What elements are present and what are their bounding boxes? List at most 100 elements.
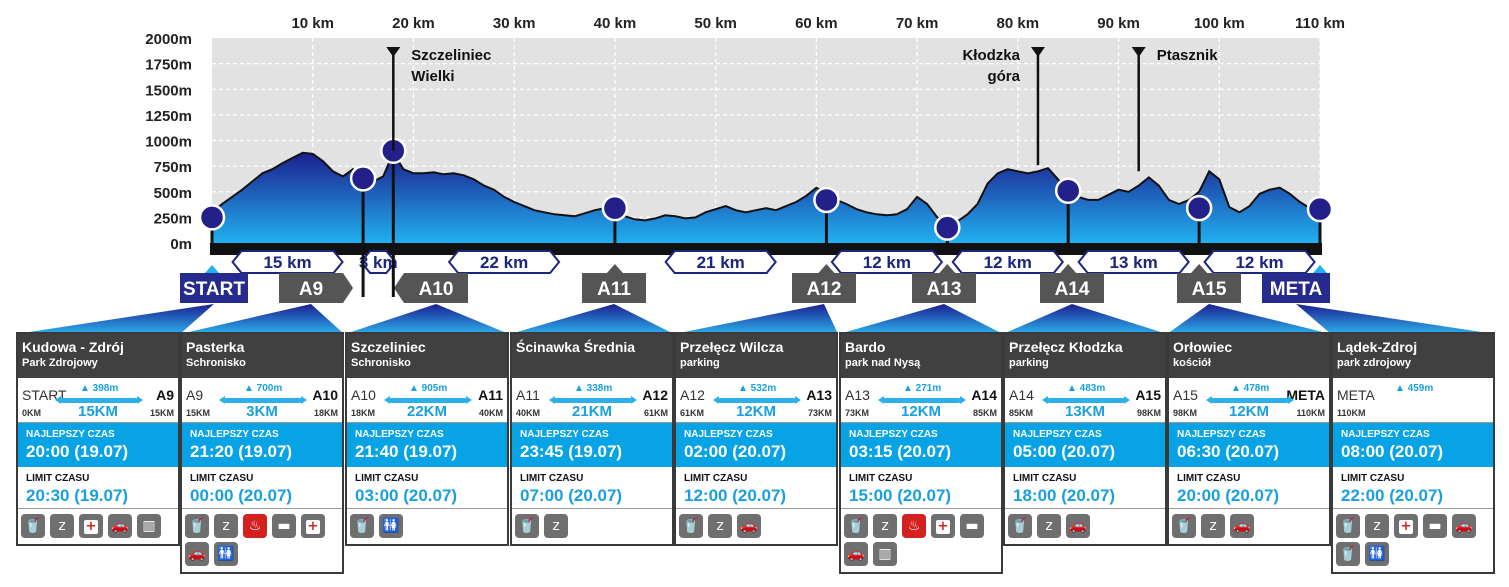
location-subtitle: Park Zdrojowy: [22, 357, 98, 369]
amenity-icons: 🥤 z 🚗: [676, 509, 836, 544]
location-name: Ścinawka Średnia: [516, 339, 636, 355]
peak-triangle-icon: [1131, 47, 1146, 57]
segment-elevation: ▲ 532m: [738, 383, 777, 394]
drink-icon: 🥤: [21, 514, 45, 538]
checkpoint-label: A10: [419, 279, 454, 300]
segment-to-km: 85KM: [972, 408, 997, 418]
segment-from-km: 110KM: [1337, 408, 1366, 418]
amenity-icons: 🥤 z + ▬ 🚗 🥤 🚻: [1333, 509, 1493, 572]
checkpoint-marker: [1306, 195, 1334, 223]
card-header: Szczeliniec Schronisko: [347, 334, 507, 378]
segment-arrow: [713, 396, 801, 404]
segment-distance: 12KM: [735, 403, 776, 420]
luggage-icon: ▥: [137, 514, 161, 538]
time-limit-label: LIMIT CZASU: [355, 473, 419, 484]
segment-info: A15 META 98KM 110KM ▲ 478m 12KM: [1169, 378, 1329, 423]
segment-info: A13 A14 73KM 85KM ▲ 271m 12KM: [841, 378, 1001, 423]
location-name: Kudowa - Zdrój: [22, 339, 124, 355]
segment-distance: 22KM: [406, 403, 447, 420]
best-time-value: 08:00 (20.07): [1341, 442, 1444, 461]
location-subtitle: park nad Nysą: [845, 357, 921, 369]
x-tick-label: 70 km: [896, 15, 939, 32]
segment-arrow: [1042, 396, 1130, 404]
time-limit: LIMIT CZASU 18:00 (20.07): [1005, 467, 1165, 509]
segment-distance-label: 13 km: [1110, 253, 1158, 272]
card-header: Pasterka Schronisko: [182, 334, 342, 378]
location-subtitle: parking: [680, 357, 720, 369]
segment-info: A10 A11 18KM 40KM ▲ 905m 22KM: [347, 378, 507, 423]
segment-arrow: [1206, 396, 1294, 404]
segment-arrow: [878, 396, 966, 404]
best-time: NAJLEPSZY CZAS 08:00 (20.07): [1333, 423, 1493, 467]
segment-from-km: 18KM: [351, 408, 376, 418]
drink-icon: 🥤: [515, 514, 539, 538]
checkpoint-label-box: [180, 273, 248, 303]
sleep-icon: z: [544, 514, 568, 538]
checkpoint-connector: [839, 304, 1003, 334]
time-limit-label: LIMIT CZASU: [1341, 473, 1405, 484]
time-limit-label: LIMIT CZASU: [1013, 473, 1077, 484]
segment-distance-label: 12 km: [984, 253, 1032, 272]
peak-label: Szczeliniec: [411, 47, 491, 64]
checkpoint-pointer: [1313, 265, 1327, 273]
segment-to: A11: [478, 387, 503, 403]
best-time-value: 02:00 (20.07): [684, 442, 787, 461]
segment-from: A12: [680, 387, 705, 403]
checkpoint-marker: [1185, 194, 1213, 222]
checkpoint-label-box: [1177, 273, 1241, 303]
checkpoint-connector: [1167, 304, 1331, 334]
checkpoint-label: A12: [807, 279, 842, 300]
card-header: Przełęcz Wilcza parking: [676, 334, 836, 378]
checkpoint-label-box: [912, 273, 976, 303]
x-tick-label: 100 km: [1194, 15, 1245, 32]
time-limit: LIMIT CZASU 20:30 (19.07): [18, 467, 178, 509]
y-tick-label: 1500m: [145, 82, 192, 99]
checkpoint-pointer: [343, 273, 353, 303]
best-time-label: NAJLEPSZY CZAS: [1341, 429, 1430, 440]
car-icon: 🚗: [737, 514, 761, 538]
segment-distance-badge: [447, 250, 561, 274]
sleep-icon: z: [708, 514, 732, 538]
segment-info: META 110KM ▲ 459m: [1333, 378, 1493, 423]
checkpoint-marker: [601, 194, 629, 222]
y-tick-label: 500m: [154, 185, 192, 202]
time-limit: LIMIT CZASU 12:00 (20.07): [676, 467, 836, 509]
checkpoint-marker: [349, 165, 377, 192]
time-limit-label: LIMIT CZASU: [849, 473, 913, 484]
location-subtitle: park zdrojowy: [1337, 357, 1411, 369]
card-header: Orłowiec kościół: [1169, 334, 1329, 378]
time-limit-label: LIMIT CZASU: [684, 473, 748, 484]
segment-to: A10: [312, 387, 338, 403]
segment-from: A14: [1009, 387, 1034, 403]
segment-distance: 13KM: [1064, 403, 1105, 420]
segment-from-km: 40KM: [516, 408, 541, 418]
location-name: Orłowiec: [1173, 339, 1233, 355]
segment-distance-label: 15 km: [263, 253, 311, 272]
checkpoint-label-box: [1262, 273, 1330, 303]
segment-distance: 12KM: [1228, 403, 1269, 420]
time-limit-value: 18:00 (20.07): [1013, 486, 1116, 505]
card-header: Kudowa - Zdrój Park Zdrojowy: [18, 334, 178, 378]
location-subtitle: kościół: [1173, 357, 1211, 369]
amenity-icons: 🥤 z 🚗: [1005, 509, 1165, 544]
toilet-icon: 🚻: [379, 514, 403, 538]
hot-food-icon: ♨: [243, 514, 267, 538]
segment-elevation: ▲ 271m: [903, 383, 942, 394]
segment-arrow: [219, 396, 307, 404]
checkpoint-connector: [345, 304, 509, 334]
location-subtitle: Schronisko: [186, 357, 246, 369]
checkpoint-card: Lądek-Zdroj park zdrojowy META 110KM ▲ 4…: [1331, 332, 1495, 574]
segment-from: A15: [1173, 387, 1198, 403]
checkpoint-marker: [198, 204, 226, 231]
checkpoint-connector: [674, 304, 838, 334]
drink-icon: 🥤: [1336, 542, 1360, 566]
segment-arrow: [384, 396, 472, 404]
segment-elevation: ▲ 459m: [1395, 383, 1434, 394]
time-limit: LIMIT CZASU 22:00 (20.07): [1333, 467, 1493, 509]
segment-distance: 12KM: [900, 403, 941, 420]
best-time: NAJLEPSZY CZAS 21:20 (19.07): [182, 423, 342, 467]
checkpoint-card: Kudowa - Zdrój Park Zdrojowy START A9 0K…: [16, 332, 180, 546]
segment-elevation: ▲ 905m: [409, 383, 448, 394]
checkpoint-connector: [510, 304, 674, 334]
checkpoint-label: META: [1270, 279, 1323, 300]
